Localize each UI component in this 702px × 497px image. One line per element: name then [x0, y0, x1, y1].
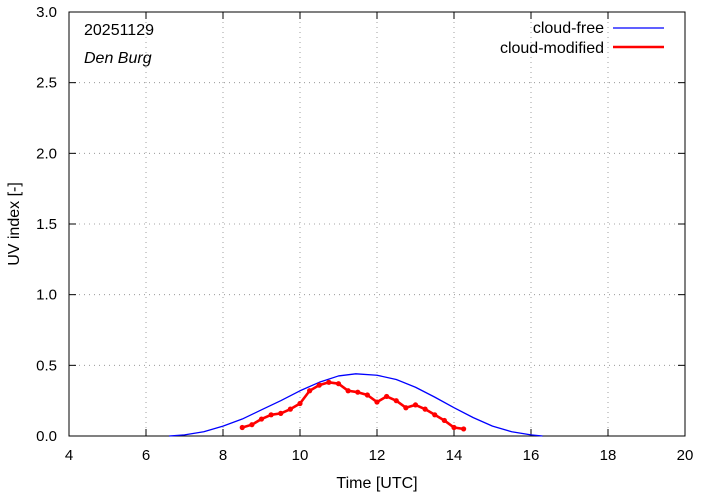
- data-point-cloud-modified: [287, 406, 293, 412]
- x-tick-label: 14: [446, 447, 463, 464]
- data-point-cloud-modified: [345, 388, 351, 394]
- data-point-cloud-modified: [307, 388, 313, 394]
- x-tick-label: 18: [600, 447, 617, 464]
- y-tick-label: 0.0: [36, 428, 57, 445]
- data-point-cloud-modified: [239, 424, 245, 431]
- x-tick-label: 4: [65, 447, 73, 464]
- x-tick-label: 16: [523, 447, 540, 464]
- y-tick-label: 1.5: [36, 216, 57, 233]
- y-axis-title: UV index [-]: [6, 182, 23, 266]
- x-tick-label: 20: [677, 447, 694, 464]
- x-axis-title: Time [UTC]: [336, 475, 417, 492]
- data-point-cloud-modified: [441, 417, 447, 424]
- data-point-cloud-modified: [364, 392, 370, 398]
- grid-lines: [69, 12, 685, 436]
- x-tick-label: 12: [369, 447, 386, 464]
- data-point-cloud-modified: [335, 381, 342, 387]
- series-line-cloud-modified: [241, 380, 464, 431]
- y-tick-label: 2.5: [36, 75, 57, 92]
- data-point-cloud-modified: [355, 389, 361, 395]
- data-point-cloud-modified: [326, 379, 332, 385]
- axis-ticks: 4 6 8 10 12 14 16 18 20 0.0 0.5 1.0 1.5 2.0 2.5 3.0: [36, 4, 693, 464]
- series-layer: [169, 373, 543, 437]
- annotation-date: 20251129: [84, 22, 154, 39]
- legend: cloud-free cloud-modified: [500, 20, 664, 57]
- x-tick-label: 6: [142, 447, 150, 464]
- series-line-cloud-free: [169, 373, 543, 437]
- y-tick-label: 1.0: [36, 287, 57, 304]
- data-point-cloud-modified: [412, 402, 419, 408]
- data-point-cloud-modified: [403, 405, 409, 411]
- data-point-cloud-modified: [297, 400, 303, 407]
- data-point-cloud-modified: [422, 406, 428, 412]
- data-point-cloud-modified: [393, 398, 399, 404]
- data-point-cloud-modified: [451, 424, 457, 431]
- data-point-cloud-modified: [432, 412, 438, 418]
- y-tick-label: 0.5: [36, 357, 57, 374]
- x-tick-label: 10: [292, 447, 309, 464]
- data-point-cloud-modified: [316, 382, 322, 388]
- data-point-cloud-modified: [461, 426, 467, 432]
- data-point-cloud-modified: [268, 412, 274, 418]
- legend-label-cloud-modified: cloud-modified: [500, 40, 604, 57]
- data-point-cloud-modified: [374, 399, 380, 405]
- x-tick-label: 8: [219, 447, 227, 464]
- legend-label-cloud-free: cloud-free: [533, 20, 604, 37]
- data-point-cloud-modified: [258, 416, 265, 422]
- annotation-station: Den Burg: [84, 50, 152, 67]
- y-tick-label: 3.0: [36, 4, 57, 21]
- data-point-cloud-modified: [384, 393, 390, 400]
- data-point-cloud-modified: [249, 422, 255, 428]
- data-point-cloud-modified: [278, 410, 284, 416]
- y-tick-label: 2.0: [36, 145, 57, 162]
